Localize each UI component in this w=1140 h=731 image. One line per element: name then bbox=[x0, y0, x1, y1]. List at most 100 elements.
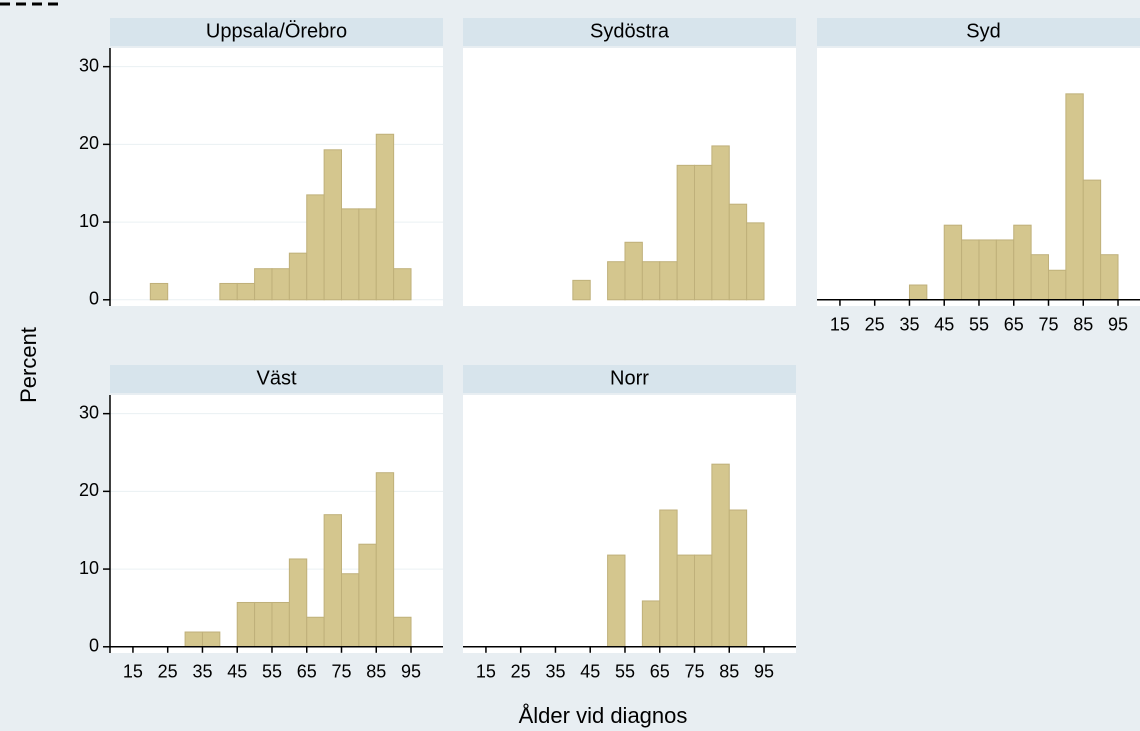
histogram-bar bbox=[288, 558, 308, 648]
histogram-bar bbox=[393, 268, 412, 301]
histogram-bar bbox=[728, 509, 748, 648]
histogram-bar bbox=[288, 252, 308, 301]
x-tick-label: 45 bbox=[580, 662, 600, 682]
x-tick-label: 45 bbox=[227, 662, 247, 682]
x-tick-label: 25 bbox=[158, 662, 178, 682]
x-tick-label: 95 bbox=[1108, 315, 1128, 335]
x-tick-label: 25 bbox=[511, 662, 531, 682]
histogram-bar bbox=[236, 282, 256, 301]
y-tick-label: 0 bbox=[89, 289, 99, 309]
histogram-bar bbox=[254, 601, 273, 648]
y-tick-label: 30 bbox=[79, 402, 99, 422]
x-tick-label: 75 bbox=[331, 662, 351, 682]
x-tick-label: 55 bbox=[615, 662, 635, 682]
panel-header bbox=[110, 365, 443, 393]
histogram-bar bbox=[358, 543, 377, 648]
histogram-bar bbox=[1082, 179, 1102, 301]
panel-header bbox=[463, 18, 796, 46]
histogram-bar bbox=[341, 573, 360, 648]
x-tick-label: 65 bbox=[1004, 315, 1024, 335]
y-tick-label: 20 bbox=[79, 480, 99, 500]
histogram-bar bbox=[694, 554, 713, 648]
histogram-bar bbox=[1013, 224, 1032, 301]
x-tick-label: 15 bbox=[476, 662, 496, 682]
histogram-bar bbox=[323, 514, 343, 648]
histogram-bar bbox=[978, 239, 997, 301]
x-tick-label: 55 bbox=[262, 662, 282, 682]
histogram-bar bbox=[641, 261, 661, 301]
panel-title: Syd bbox=[966, 20, 1000, 42]
y-tick-label: 10 bbox=[79, 558, 99, 578]
histogram-bar bbox=[184, 631, 203, 648]
x-tick-label: 35 bbox=[192, 662, 212, 682]
histogram-bar bbox=[1065, 93, 1084, 301]
x-tick-label: 65 bbox=[297, 662, 317, 682]
histogram-bar bbox=[201, 631, 221, 648]
y-axis-label: Percent bbox=[16, 327, 41, 403]
histogram-bar bbox=[271, 601, 290, 648]
x-tick-label: 15 bbox=[123, 662, 143, 682]
histogram-bar bbox=[659, 261, 678, 301]
x-tick-label: 85 bbox=[1073, 315, 1093, 335]
histogram-bar bbox=[306, 616, 325, 648]
histogram-bar bbox=[908, 284, 928, 301]
histogram-bar bbox=[728, 203, 748, 301]
x-tick-label: 45 bbox=[934, 315, 954, 335]
histogram-bar bbox=[641, 600, 661, 648]
histogram-bar bbox=[694, 164, 713, 301]
x-tick-label: 95 bbox=[401, 662, 421, 682]
histogram-bar bbox=[676, 164, 696, 301]
histogram-bar bbox=[943, 224, 963, 301]
y-tick-label: 20 bbox=[79, 133, 99, 153]
x-tick-label: 75 bbox=[684, 662, 704, 682]
histogram-bar bbox=[375, 472, 395, 648]
x-tick-label: 65 bbox=[650, 662, 670, 682]
x-tick-label: 95 bbox=[754, 662, 774, 682]
x-tick-label: 35 bbox=[545, 662, 565, 682]
histogram-bar bbox=[271, 268, 290, 301]
x-tick-label: 85 bbox=[366, 662, 386, 682]
histogram-bar bbox=[254, 268, 273, 301]
x-axis-label: Ålder vid diagnos bbox=[519, 703, 688, 728]
histogram-bar bbox=[746, 222, 765, 301]
histogram-bar bbox=[624, 241, 643, 301]
x-tick-label: 75 bbox=[1038, 315, 1058, 335]
y-tick-label: 10 bbox=[79, 211, 99, 231]
histogram-bar bbox=[711, 145, 730, 301]
histogram-bar bbox=[341, 208, 360, 301]
histogram-bar bbox=[676, 554, 696, 648]
histogram-bar bbox=[149, 282, 169, 301]
histogram-bar bbox=[375, 133, 395, 301]
panel-header bbox=[817, 18, 1140, 46]
histogram-bar bbox=[393, 616, 412, 648]
x-tick-label: 25 bbox=[865, 315, 885, 335]
panel-title: Uppsala/Örebro bbox=[206, 20, 347, 42]
histogram-bar bbox=[995, 239, 1015, 301]
histogram-bar bbox=[607, 554, 626, 648]
panel-header bbox=[110, 18, 443, 46]
histogram-bar bbox=[236, 601, 256, 648]
x-tick-label: 85 bbox=[719, 662, 739, 682]
histogram-bar bbox=[961, 239, 980, 301]
x-tick-label: 35 bbox=[899, 315, 919, 335]
panel-title: Norr bbox=[610, 367, 649, 389]
x-tick-label: 55 bbox=[969, 315, 989, 335]
x-tick-label: 15 bbox=[830, 315, 850, 335]
panel-title: Väst bbox=[256, 367, 296, 389]
y-tick-label: 30 bbox=[79, 55, 99, 75]
histogram-bar bbox=[1030, 254, 1050, 301]
histogram-bar bbox=[1048, 269, 1067, 301]
panel-header bbox=[463, 365, 796, 393]
histogram-bar bbox=[219, 282, 238, 301]
histogram-bar bbox=[607, 261, 626, 301]
histogram-bar bbox=[711, 463, 730, 648]
histogram-bar bbox=[659, 509, 678, 648]
histogram-bar bbox=[323, 149, 343, 301]
y-tick-label: 0 bbox=[89, 636, 99, 656]
histogram-bar bbox=[572, 279, 591, 301]
panel-title: Sydöstra bbox=[590, 20, 670, 42]
histogram-bar bbox=[306, 194, 325, 301]
histogram-bar bbox=[1100, 254, 1119, 301]
